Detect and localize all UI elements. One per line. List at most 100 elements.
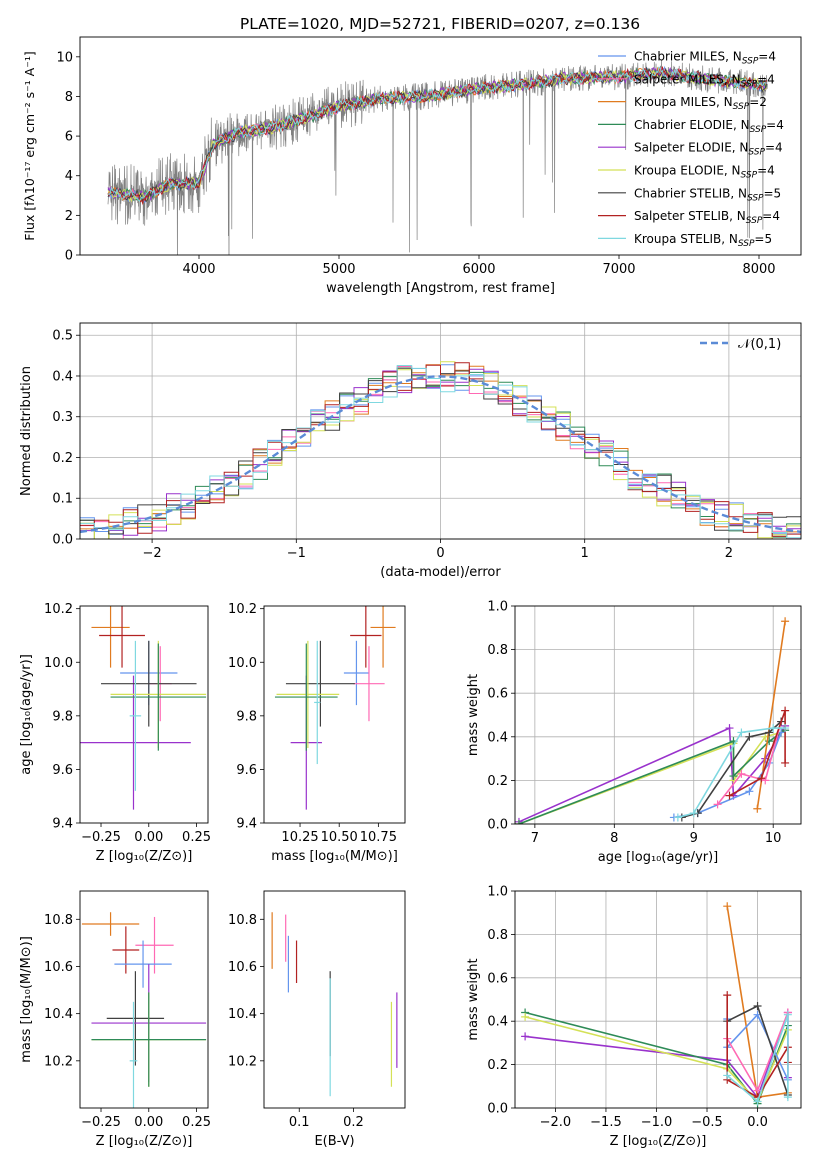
x-tick-label: 9 — [690, 831, 698, 846]
errorbar-point — [285, 640, 355, 727]
x-tick-label: −0.25 — [81, 1115, 121, 1130]
y-tick-label: 0.8 — [487, 928, 508, 943]
y-tick-label: 10 — [56, 50, 73, 65]
weight-line — [518, 731, 782, 824]
x-tick-label: 0.25 — [182, 1115, 211, 1130]
panel-residuals: −2 −1 0 1 2 0.0 0.1 0.2 0.3 0.4 0.5 (data-model)/er… — [19, 322, 802, 580]
axes-frame — [514, 605, 802, 825]
x-axis-label: Z [log₁₀(Z/Z⊙)] — [96, 849, 193, 864]
figure-title: PLATE=1020, MJD=52721, FIBERID=0207, z=0… — [240, 15, 640, 33]
errorbar-point — [350, 606, 382, 668]
weight-line — [729, 710, 786, 797]
x-tick-label: 10.25 — [281, 830, 318, 845]
errorbar-point — [314, 640, 321, 765]
panel-mass_vs_ebv: 0.1 0.2 10.2 10.4 10.6 10.8 E(B-V) — [228, 890, 406, 1149]
legend-entry: Salpeter STELIB, NSSP=4 — [634, 209, 780, 226]
spectrum-legend: Chabrier MILES, NSSP=4 Salpeter MILES, NS… — [598, 50, 784, 249]
x-tick-label: 0.00 — [134, 830, 163, 845]
x-tick-label: −0.25 — [81, 830, 121, 845]
y-tick-label: 8 — [65, 90, 73, 105]
y-tick-label: 0.2 — [52, 451, 73, 466]
x-tick-label: 10.50 — [321, 830, 358, 845]
x-tick-label: 0.00 — [134, 1115, 163, 1130]
y-tick-label: 9.6 — [52, 763, 73, 778]
panel-spectrum: 4000 5000 6000 7000 8000 0 2 4 6 8 10 wavelength [A… — [22, 36, 802, 296]
x-tick-label: 2 — [725, 546, 733, 561]
spectrum-model-line — [107, 65, 767, 204]
x-axis-label: (data-model)/error — [380, 565, 501, 580]
weight-marker — [783, 1010, 792, 1019]
weight-marker — [521, 1012, 530, 1021]
x-tick-label: 0.0 — [747, 1115, 768, 1130]
legend-entry: 𝒩(0,1) — [738, 337, 781, 352]
axes-frame — [79, 605, 209, 824]
errorbar-point — [129, 1001, 138, 1108]
errorbar-point — [370, 606, 396, 668]
y-tick-label: 0 — [65, 249, 73, 264]
x-tick-label: 4000 — [182, 262, 215, 277]
y-tick-label: 0.0 — [487, 1102, 508, 1117]
panel-mass_vs_Z: −0.25 0.00 0.25 10.2 10.4 10.6 10.8 Z [log₁₀(Z/… — [19, 890, 211, 1149]
y-tick-label: 0.2 — [487, 774, 508, 789]
weight-marker — [757, 774, 766, 783]
x-axis-label: age [log₁₀(age/yr)] — [598, 850, 719, 865]
y-axis-label: mass weight — [466, 958, 481, 1040]
x-tick-label: 10 — [765, 831, 782, 846]
weight-marker — [783, 1093, 792, 1102]
plot-area — [80, 606, 207, 810]
plot-area — [521, 902, 792, 1108]
y-tick-label: 0.4 — [487, 730, 508, 745]
x-axis-label: Z [log₁₀(Z/Z⊙)] — [610, 1134, 707, 1149]
errorbar-point — [101, 640, 197, 727]
y-tick-label: 0.1 — [52, 492, 73, 507]
x-tick-label: 6000 — [462, 262, 495, 277]
x-tick-label: 7 — [531, 831, 539, 846]
legend-entry: Chabrier ELODIE, NSSP=4 — [634, 118, 784, 135]
panel-age_vs_mass: 10.25 10.50 10.75 9.4 9.6 9.8 10.0 10.2 mass [lo… — [228, 602, 406, 864]
y-tick-label: 10.2 — [44, 1054, 73, 1069]
x-axis-label: mass [log₁₀(M/M⊙)] — [271, 849, 398, 864]
legend-entry: Salpeter ELODIE, NSSP=4 — [634, 141, 783, 158]
y-tick-label: 9.4 — [52, 817, 73, 832]
y-axis-label: age [log₁₀(age/yr)] — [19, 654, 34, 775]
axes-frame — [514, 890, 802, 1109]
x-axis-label: Z [log₁₀(Z/Z⊙)] — [96, 1134, 193, 1149]
y-tick-label: 10.2 — [228, 602, 257, 617]
weight-line — [524, 1016, 789, 1103]
weight-marker — [753, 1002, 762, 1011]
y-tick-label: 9.8 — [236, 709, 257, 724]
weight-marker — [689, 809, 698, 818]
y-tick-label: 10.0 — [44, 656, 73, 671]
spectrum-model-line — [107, 66, 767, 202]
spectrum-model-line — [107, 66, 768, 206]
weight-marker — [753, 804, 762, 813]
x-tick-label: −1.0 — [641, 1115, 673, 1130]
panel-age_vs_Z: −0.25 0.00 0.25 9.4 9.6 9.8 10.0 10.2 Z [log₁₀(Z… — [19, 602, 211, 864]
axes-frame — [263, 605, 406, 824]
y-tick-label: 10.6 — [44, 960, 73, 975]
y-tick-label: 0.8 — [487, 643, 508, 658]
x-tick-label: −2.0 — [540, 1115, 572, 1130]
errorbar-point — [353, 646, 385, 722]
axes-frame — [79, 36, 802, 256]
plot-area — [274, 606, 396, 810]
y-axis-label: Normed distribution — [19, 366, 34, 496]
x-tick-label: 8 — [610, 831, 618, 846]
weight-line — [716, 721, 782, 805]
weight-marker — [515, 820, 523, 824]
y-tick-label: 10.0 — [228, 656, 257, 671]
weight-marker — [737, 769, 746, 778]
y-axis-label: mass weight — [466, 674, 481, 756]
x-tick-label: 5000 — [322, 262, 355, 277]
errorbar-point — [129, 640, 142, 791]
panel-weight_vs_age: 7 8 9 10 0.0 0.2 0.4 0.6 0.8 1.0 age [log₁₀(age/yr… — [466, 600, 802, 865]
weight-marker — [737, 728, 746, 737]
y-tick-label: 6 — [65, 130, 73, 145]
legend-entry: Salpeter MILES, NSSP=4 — [634, 72, 775, 89]
errorbar-point — [80, 675, 191, 810]
spectrum-model-line — [107, 67, 767, 202]
axes-frame — [79, 322, 802, 540]
plot-area — [80, 361, 801, 539]
y-tick-label: 10.2 — [228, 1054, 257, 1069]
